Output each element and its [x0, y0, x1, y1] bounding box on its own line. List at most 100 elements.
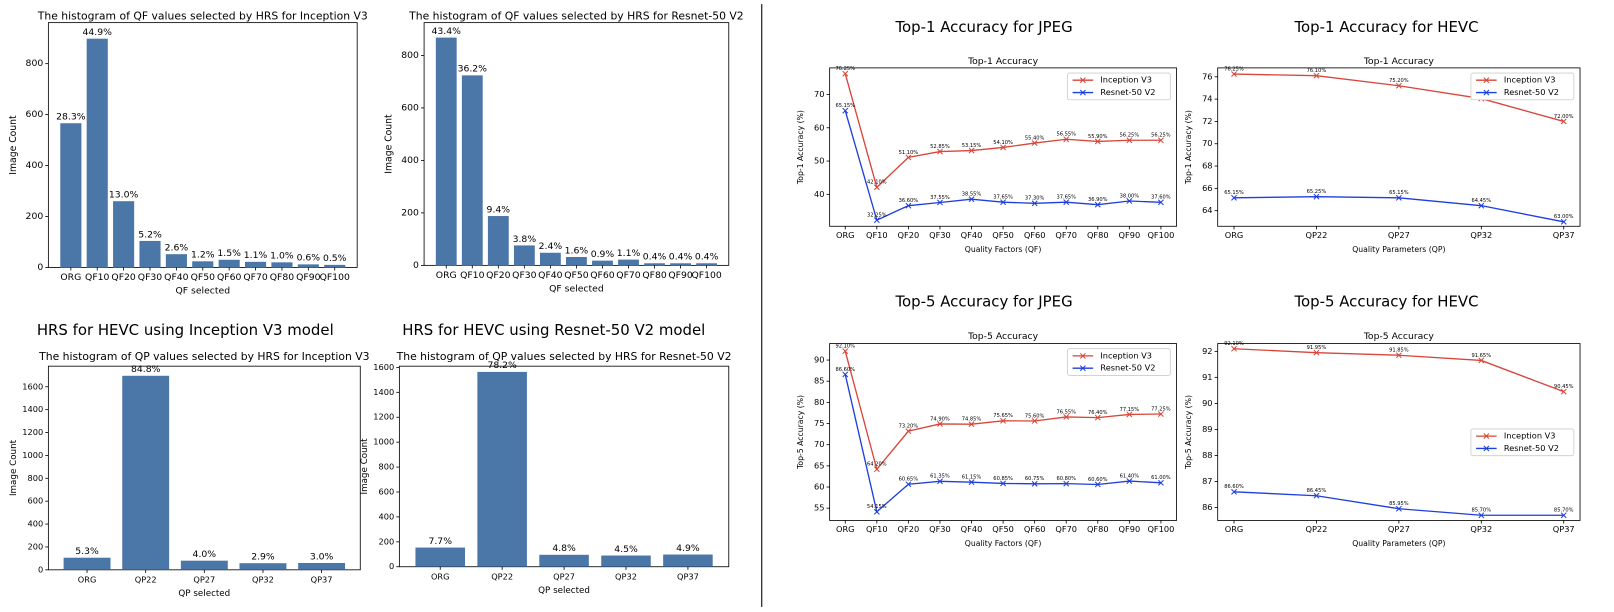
bar-label: 2.6%	[165, 243, 189, 254]
value-label: 74.85%	[962, 417, 982, 423]
bar-label: 1.5%	[217, 248, 241, 259]
y-tick-label: 80	[814, 397, 824, 407]
point-marker	[873, 184, 880, 191]
point-marker	[1560, 512, 1567, 519]
value-label: 76.55%	[1056, 409, 1076, 415]
point-marker	[905, 154, 912, 161]
bar	[566, 256, 587, 266]
point-marker	[1000, 199, 1007, 206]
bar-label: 43.4%	[432, 26, 462, 37]
point-marker	[1063, 414, 1070, 420]
y-axis-label: Image Count	[360, 438, 370, 495]
point-marker	[905, 428, 912, 435]
y-tick-label: 70	[1202, 138, 1212, 148]
bar-label: 3.8%	[513, 234, 537, 245]
point-marker	[1313, 72, 1320, 79]
bar	[63, 557, 111, 570]
value-label: 55.90%	[1088, 134, 1108, 140]
value-label: 76.10%	[1307, 68, 1327, 74]
bar-label: 1.6%	[565, 245, 589, 256]
point-marker	[842, 107, 849, 114]
x-tick-label: QF50	[992, 524, 1014, 534]
point-marker	[1126, 478, 1133, 485]
y-tick-label: 70	[814, 89, 824, 99]
x-tick-label: QF80	[1087, 524, 1109, 534]
bar-label: 0.4%	[695, 252, 719, 263]
x-tick-label: QP27	[193, 575, 215, 585]
bar	[245, 261, 267, 268]
legend-label: Resnet-50 V2	[1504, 87, 1559, 97]
value-label: 91.65%	[1472, 353, 1492, 359]
x-tick-label: QP37	[677, 572, 699, 582]
x-axis-label: QF selected	[549, 284, 604, 295]
point-marker	[937, 421, 943, 427]
y-tick-label: 800	[379, 462, 395, 472]
x-tick-label: QF100	[1147, 524, 1174, 534]
point-marker	[1231, 71, 1237, 77]
point-marker	[1478, 357, 1485, 364]
x-tick-label: QP22	[491, 572, 513, 582]
point-marker	[1395, 194, 1402, 201]
x-tick-label: QF20	[486, 270, 510, 281]
value-label: 65.15%	[835, 103, 855, 109]
x-tick-label: QF30	[929, 230, 951, 240]
value-label: 75.65%	[993, 413, 1013, 419]
value-label: 61.35%	[930, 474, 950, 480]
x-tick-label: QF40	[961, 230, 983, 240]
x-tick-label: ORG	[1225, 524, 1244, 534]
bar-label: 1.2%	[191, 250, 215, 261]
point-marker	[1094, 138, 1101, 145]
x-tick-label: QF90	[1119, 524, 1141, 534]
point-marker	[1094, 414, 1101, 421]
legend-marker	[1483, 89, 1490, 96]
x-tick-label: QP32	[1470, 524, 1492, 534]
x-tick-label: QF10	[866, 230, 888, 240]
point-marker	[1395, 82, 1402, 89]
x-tick-label: QF60	[1024, 524, 1046, 534]
point-marker	[1231, 488, 1237, 495]
value-label: 56.25%	[1120, 133, 1140, 139]
x-tick-label: QF60	[1024, 230, 1046, 240]
value-label: 53.15%	[962, 143, 982, 149]
y-tick-label: 600	[379, 486, 395, 496]
legend-marker	[1483, 433, 1490, 440]
y-tick-label: 87	[1202, 476, 1212, 486]
x-tick-label: QP37	[311, 575, 333, 585]
y-tick-label: 89	[1202, 424, 1212, 434]
y-tick-label: 600	[28, 496, 44, 506]
y-tick-label: 85	[814, 376, 824, 386]
x-tick-label: QF20	[111, 272, 135, 283]
value-label: 77.25%	[1151, 406, 1171, 412]
y-tick-label: 90	[1202, 398, 1212, 408]
y-tick-label: 0	[413, 260, 419, 271]
y-axis-label: Image Count	[9, 439, 19, 496]
y-tick-label: 1400	[373, 387, 394, 397]
y-axis-label: Top-5 Accuracy (%)	[1184, 395, 1193, 470]
x-tick-label: ORG	[836, 524, 855, 534]
bar-label: 13.0%	[109, 190, 139, 201]
x-tick-label: QF50	[191, 272, 215, 283]
bar-label: 2.4%	[539, 241, 563, 252]
value-label: 73.20%	[899, 424, 919, 430]
legend-label: Inception V3	[1100, 75, 1152, 85]
y-tick-label: 74	[1202, 94, 1212, 104]
x-tick-label: QF50	[992, 230, 1014, 240]
x-tick-label: QF40	[538, 270, 562, 281]
bar	[592, 260, 613, 266]
point-marker	[1094, 201, 1101, 208]
point-marker	[842, 70, 849, 77]
value-label: 75.60%	[1025, 413, 1045, 419]
point-marker	[1231, 194, 1237, 201]
value-label: 38.55%	[962, 192, 982, 198]
bar-label: 0.9%	[591, 249, 615, 260]
x-tick-label: QF90	[668, 270, 692, 281]
chart-heading: Top-5 Accuracy for HEVC	[1293, 292, 1478, 310]
x-tick-label: QF80	[270, 272, 294, 283]
x-tick-label: QP32	[615, 572, 637, 582]
y-tick-label: 800	[26, 58, 44, 69]
bar	[435, 37, 457, 266]
point-marker	[937, 478, 943, 485]
legend-label: Inception V3	[1100, 350, 1152, 360]
y-tick-label: 64	[1202, 205, 1212, 215]
